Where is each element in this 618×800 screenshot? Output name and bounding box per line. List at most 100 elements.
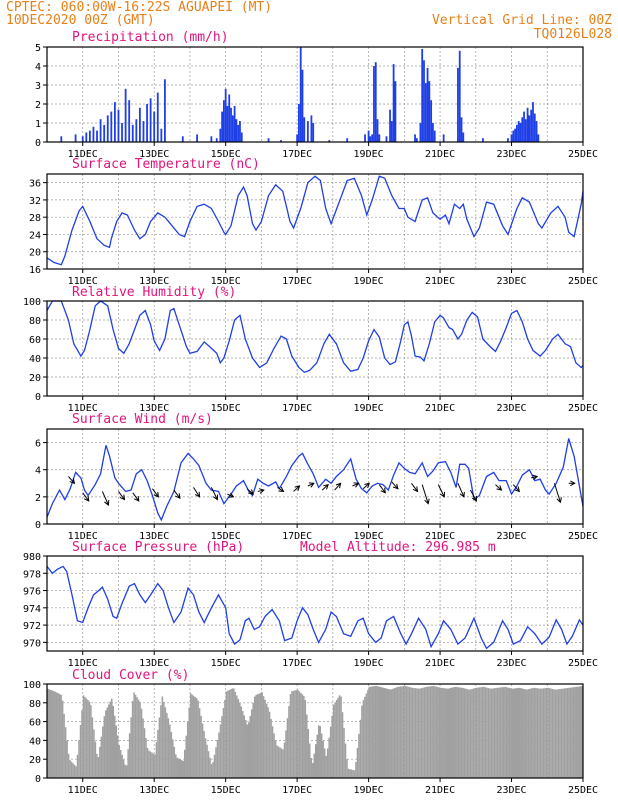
precip-bar [519, 123, 522, 142]
cloud-bar [358, 733, 360, 778]
header-datetime: 10DEC2020 00Z (GMT) [6, 13, 155, 28]
panel-title: Surface Wind (m/s) [72, 412, 213, 427]
cloud-bar [277, 746, 280, 778]
cloud-bar [225, 691, 228, 778]
cloud-bar [389, 689, 391, 778]
wind-vector [470, 489, 477, 502]
y-tick-label: 970 [23, 638, 41, 649]
cloud-bar [484, 687, 487, 778]
cloud-bar [431, 686, 433, 778]
x-tick-label: 21DEC [425, 658, 455, 669]
cloud-bar [374, 686, 377, 778]
cloud-bar [580, 686, 582, 778]
wind-vector [391, 481, 399, 490]
x-tick-label: 19DEC [354, 276, 384, 287]
cloud-bar [480, 687, 482, 778]
wind-arrowhead [556, 497, 562, 504]
panel-frame [46, 555, 584, 652]
cloud-bar [432, 685, 435, 778]
cloud-bar [96, 753, 98, 778]
precip-bar [128, 100, 131, 142]
cloud-bar [490, 688, 493, 778]
cloud-bar [286, 718, 289, 778]
cloud-bar [97, 757, 100, 778]
cloud-bar [523, 689, 525, 778]
cloud-bar [271, 726, 274, 778]
cloud-bar [261, 692, 263, 778]
cloud-bar [472, 688, 475, 778]
cloud-bar [136, 697, 138, 778]
cloud-bar [568, 687, 570, 778]
cloud-bar [154, 754, 156, 778]
cloud-bar [521, 688, 524, 778]
humidity-panel: Relative Humidity (%) 0 20 40 60 80 100 11DEC 1… [23, 285, 598, 414]
precip-bar [215, 138, 218, 142]
cloud-bar [245, 719, 247, 778]
y-tick-label: 24 [29, 230, 41, 241]
cloud-bar [361, 705, 363, 778]
cloud-bar [332, 704, 335, 778]
cloud-bar [109, 701, 112, 778]
precip-bar [533, 113, 536, 142]
cloud-bar [502, 687, 505, 778]
cloud-bar [111, 698, 113, 778]
wind-vector [553, 483, 561, 503]
cloud-bar [47, 688, 49, 778]
y-tick-label: 32 [29, 196, 41, 207]
precip-bar [103, 124, 106, 142]
cloud-bar [469, 689, 472, 778]
wind-arrowhead [153, 491, 160, 498]
cloud-bar [112, 705, 115, 778]
cloud-bar [545, 687, 548, 778]
cloud-bar [90, 705, 92, 778]
wind-arrowhead [228, 492, 235, 498]
precip-bar [131, 124, 134, 142]
cloud-bar [166, 712, 168, 778]
cloud-bar [81, 710, 83, 778]
cloud-bar [258, 693, 260, 778]
temperature-panel: Surface Temperature (nC) 16 20 24 28 32 36 11D… [29, 157, 598, 287]
precip-bar [106, 115, 109, 142]
precip-bar [219, 128, 222, 142]
wind-arrowhead [459, 491, 465, 498]
wind-vector [378, 484, 386, 494]
cloud-bar [307, 729, 310, 778]
cloud-bar [204, 738, 207, 778]
cloud-bar [273, 733, 275, 778]
wind-arrowhead [323, 483, 329, 490]
wind-vector [246, 488, 254, 495]
cloud-bar [423, 687, 426, 778]
precip-bar [156, 92, 159, 142]
cloud-bar [450, 687, 452, 778]
y-tick-label: 0 [35, 520, 41, 531]
x-tick-label: 25DEC [568, 149, 598, 160]
wind-vector [210, 487, 218, 500]
y-tick-label: 6 [35, 439, 41, 450]
cloud-bar [501, 687, 503, 778]
cloud-bar [69, 760, 71, 778]
precip-bar [433, 130, 436, 142]
precip-bar [298, 104, 300, 142]
x-tick-label: 15DEC [211, 149, 241, 160]
panel-title: Surface Temperature (nC) [72, 157, 260, 172]
cloud-bar [121, 754, 123, 778]
precip-bar [346, 138, 349, 142]
wind-arrowhead [353, 482, 360, 488]
wind-vector [173, 489, 181, 499]
precip-bar [149, 98, 152, 142]
wind-vector [82, 492, 90, 502]
cloud-bar [511, 688, 514, 778]
precip-bar [296, 134, 299, 142]
x-tick-label: 21DEC [425, 149, 455, 160]
cloud-bar [350, 769, 353, 778]
cloud-bar [194, 696, 196, 778]
cloud-bar [268, 711, 271, 778]
cloud-bar [460, 687, 463, 778]
x-tick-label: 17DEC [282, 658, 312, 669]
precip-bar [373, 66, 375, 142]
cloud-bar [215, 747, 217, 778]
wind-arrowhead [439, 491, 445, 498]
cloud-bar [548, 688, 551, 778]
cloud-bar [524, 689, 527, 778]
x-tick-label: 23DEC [496, 658, 526, 669]
